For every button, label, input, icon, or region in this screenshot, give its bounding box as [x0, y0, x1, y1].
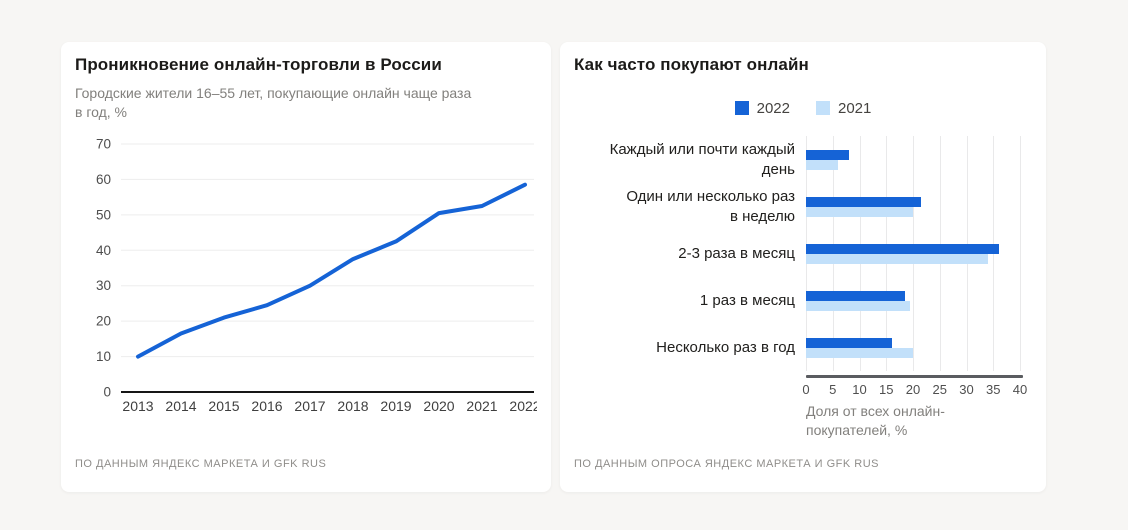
- y-tick-label: 40: [96, 242, 111, 257]
- bar-group: [806, 149, 849, 170]
- x-tick-label: 40: [1012, 382, 1028, 397]
- card-title: Проникновение онлайн-торговли в России: [75, 55, 442, 74]
- card-title: Как часто покупают онлайн: [574, 55, 809, 74]
- bar-2021: [806, 206, 913, 217]
- bar-row: Каждый или почти каждый день: [574, 136, 1032, 183]
- x-tick-label: 2021: [466, 398, 497, 414]
- x-tick-label: 5: [829, 382, 837, 397]
- bar-2022: [806, 290, 905, 301]
- x-tick-label: 15: [879, 382, 894, 397]
- y-tick-label: 60: [96, 172, 111, 187]
- bar-2022: [806, 337, 892, 348]
- x-tick-label: 2018: [337, 398, 368, 414]
- x-tick-label: 2016: [251, 398, 282, 414]
- category-label: 1 раз в месяц: [699, 291, 795, 309]
- legend-item-2021: 2021: [816, 100, 871, 117]
- x-tick-label: 2015: [208, 398, 239, 414]
- bar-row: 1 раз в месяц: [574, 277, 1032, 324]
- y-tick-label: 70: [96, 136, 111, 151]
- bar-2022: [806, 243, 999, 254]
- x-axis-line: [806, 375, 1023, 378]
- x-tick-label: 25: [932, 382, 947, 397]
- y-tick-label: 30: [96, 278, 111, 293]
- category-label: 2-3 раза в месяц: [678, 244, 795, 262]
- bar-2022: [806, 196, 922, 207]
- x-tick-label: 2020: [423, 398, 454, 414]
- source-note: ПО ДАННЫМ ОПРОСА ЯНДЕКС МАРКЕТА И GFK RU…: [574, 458, 880, 470]
- category-label: Несколько раз в год: [656, 338, 795, 356]
- penetration-card: Проникновение онлайн-торговли в России Г…: [61, 42, 551, 492]
- x-tick-label: 2017: [294, 398, 325, 414]
- trend-line: [136, 182, 527, 359]
- legend-swatch-2022: [734, 101, 749, 115]
- bar-2021: [806, 159, 839, 170]
- bar-group: [806, 337, 913, 358]
- bar-2021: [806, 347, 913, 358]
- bar-rows: Каждый или почти каждый день Один или нес…: [574, 136, 1032, 371]
- grid-line: [993, 136, 995, 371]
- source-note: ПО ДАННЫМ ЯНДЕКС МАРКЕТА И GFK RUS: [75, 458, 327, 470]
- y-tick-label: 50: [96, 207, 111, 222]
- card-subtitle: Городские жители 16–55 лет, покупающие о…: [75, 85, 472, 121]
- category-label: Один или несколько раз в неделю: [626, 187, 795, 225]
- legend: 2022 2021: [574, 99, 1032, 117]
- legend-label-2022: 2022: [756, 99, 790, 117]
- x-tick-label: 2022: [509, 398, 537, 414]
- y-tick-label: 0: [103, 384, 111, 399]
- legend-item-2022: 2022: [734, 99, 790, 117]
- bar-group: [806, 290, 911, 311]
- x-axis-title: Доля от всех онлайн- покупателей, %: [806, 403, 945, 439]
- x-tick-label: 2013: [122, 398, 153, 414]
- bar-2021: [806, 300, 911, 311]
- bar-2021: [806, 253, 988, 264]
- bar-row: Один или несколько раз в неделю: [574, 183, 1032, 230]
- x-tick-label: 10: [852, 382, 867, 397]
- bar-group: [806, 243, 999, 264]
- legend-swatch-2021: [816, 101, 830, 115]
- bar-row: 2-3 раза в месяц: [574, 230, 1032, 277]
- x-tick-label: 0: [802, 382, 810, 397]
- bar-row: Несколько раз в год: [574, 324, 1032, 371]
- category-label: Каждый или почти каждый день: [609, 140, 795, 178]
- x-tick-label: 20: [905, 382, 921, 397]
- frequency-card: Как часто покупают онлайн 2022 2021 Кажд…: [560, 42, 1046, 492]
- x-tick-label: 2014: [165, 398, 196, 414]
- line-chart: 0 10 20 30 40 50 60 70 2013 2014 2015 2016 2017 2018 2…: [96, 136, 537, 414]
- bar-2022: [806, 149, 849, 160]
- legend-label-2021: 2021: [838, 99, 872, 117]
- y-tick-label: 20: [96, 313, 111, 328]
- x-tick-row: 0 5 10 15 20 25 30 35 40: [802, 382, 1032, 399]
- y-tick-label: 10: [96, 349, 111, 364]
- grid-line: [1020, 136, 1021, 371]
- x-tick-label: 35: [986, 382, 1001, 397]
- bar-chart: Каждый или почти каждый день Один или нес…: [574, 136, 1032, 441]
- bar-group: [806, 196, 922, 217]
- x-tick-label: 2019: [380, 398, 411, 414]
- x-tick-label: 30: [959, 382, 974, 397]
